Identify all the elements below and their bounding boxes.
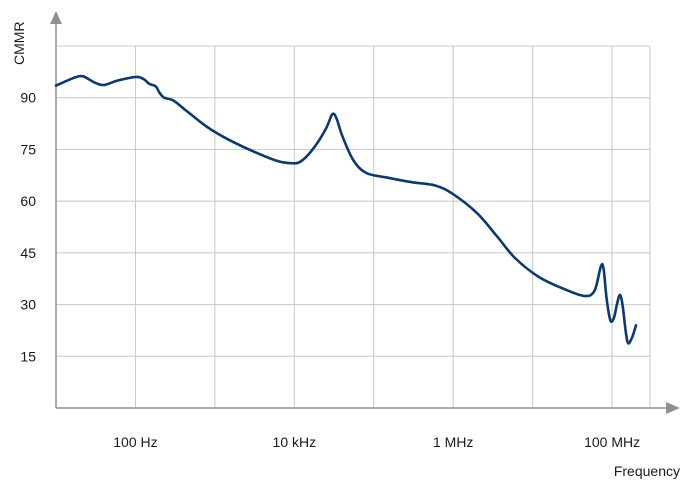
y-tick-label: 30	[20, 297, 36, 313]
y-axis-title: CMMR	[11, 21, 27, 65]
y-tick-label: 60	[20, 193, 36, 209]
x-tick-label: 100 MHz	[584, 434, 640, 450]
grid	[55, 45, 651, 408]
x-tick-label: 100 Hz	[113, 434, 157, 450]
cmmr-series-line	[54, 74, 638, 345]
x-tick-labels: 100 Hz 10 kHz 1 MHz 100 MHz	[113, 434, 640, 450]
y-tick-labels: 15 30 45 60 75 90	[20, 90, 36, 365]
y-tick-label: 15	[20, 348, 36, 364]
x-tick-label: 1 MHz	[433, 434, 473, 450]
x-axis-title: Frequency	[614, 463, 680, 479]
y-tick-label: 45	[20, 245, 36, 261]
y-axis-arrow	[50, 11, 62, 24]
x-tick-label: 10 kHz	[273, 434, 317, 450]
y-tick-label: 75	[20, 141, 36, 157]
x-axis-arrow	[666, 402, 680, 414]
y-tick-label: 90	[20, 90, 36, 106]
